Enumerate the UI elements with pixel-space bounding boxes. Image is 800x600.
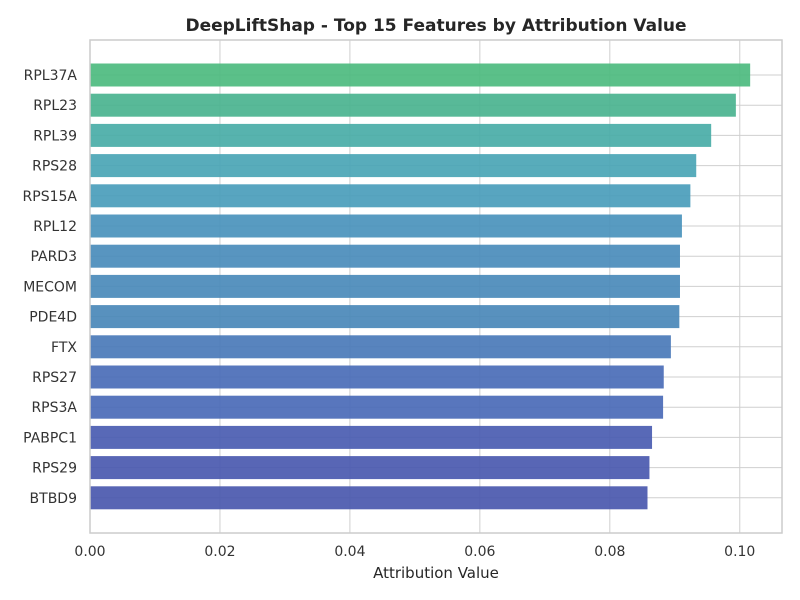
bars-layer — [90, 63, 751, 510]
y-tick-label: RPS29 — [32, 461, 77, 477]
x-tick-label: 0.10 — [724, 544, 755, 560]
chart-title: DeepLiftShap - Top 15 Features by Attrib… — [185, 16, 686, 36]
bar-rpl39 — [90, 123, 712, 147]
y-tick-label: FTX — [51, 340, 77, 356]
bar-mecom — [90, 274, 680, 298]
bar-rps28 — [90, 154, 697, 178]
x-tick-label: 0.04 — [334, 544, 365, 560]
bar-rps3a — [90, 395, 664, 419]
bar-ftx — [90, 335, 671, 359]
bar-pde4d — [90, 305, 680, 329]
y-tick-label: RPL12 — [33, 219, 77, 235]
bar-rpl37a — [90, 63, 751, 87]
plot-frame — [89, 39, 783, 534]
y-tick-label: RPL37A — [24, 68, 78, 84]
bar-rpl23 — [90, 93, 736, 117]
y-tick-label: MECOM — [23, 279, 77, 295]
y-tick-label: PARD3 — [30, 249, 77, 265]
y-tick-label: RPS15A — [23, 189, 78, 205]
bar-pard3 — [90, 244, 680, 268]
x-tick-label: 0.08 — [594, 544, 625, 560]
x-tick-label: 0.02 — [204, 544, 235, 560]
x-tick-label: 0.00 — [74, 544, 105, 560]
y-tick-label: RPS3A — [31, 400, 77, 416]
bar-rps27 — [90, 365, 664, 389]
y-tick-label: RPS27 — [32, 370, 77, 386]
bar-rps29 — [90, 456, 650, 480]
y-tick-label: PABPC1 — [23, 430, 77, 446]
x-axis-label: Attribution Value — [373, 564, 499, 582]
x-tick-labels: 0.00 0.02 0.04 0.06 0.08 0.10 — [74, 544, 755, 560]
y-tick-labels: RPL37A RPL23 RPL39 RPS28 RPS15A RPL12 PARD3 MEC… — [23, 68, 78, 507]
y-tick-label: RPL23 — [33, 98, 77, 114]
y-tick-label: RPL39 — [33, 128, 77, 144]
bar-rps15a — [90, 184, 691, 208]
y-tick-label: RPS28 — [32, 159, 77, 175]
bar-rpl12 — [90, 214, 682, 238]
bar-pabpc1 — [90, 425, 653, 449]
y-tick-label: BTBD9 — [30, 491, 77, 507]
y-tick-label: PDE4D — [29, 310, 77, 326]
x-tick-label: 0.06 — [464, 544, 495, 560]
bar-btbd9 — [90, 486, 648, 510]
